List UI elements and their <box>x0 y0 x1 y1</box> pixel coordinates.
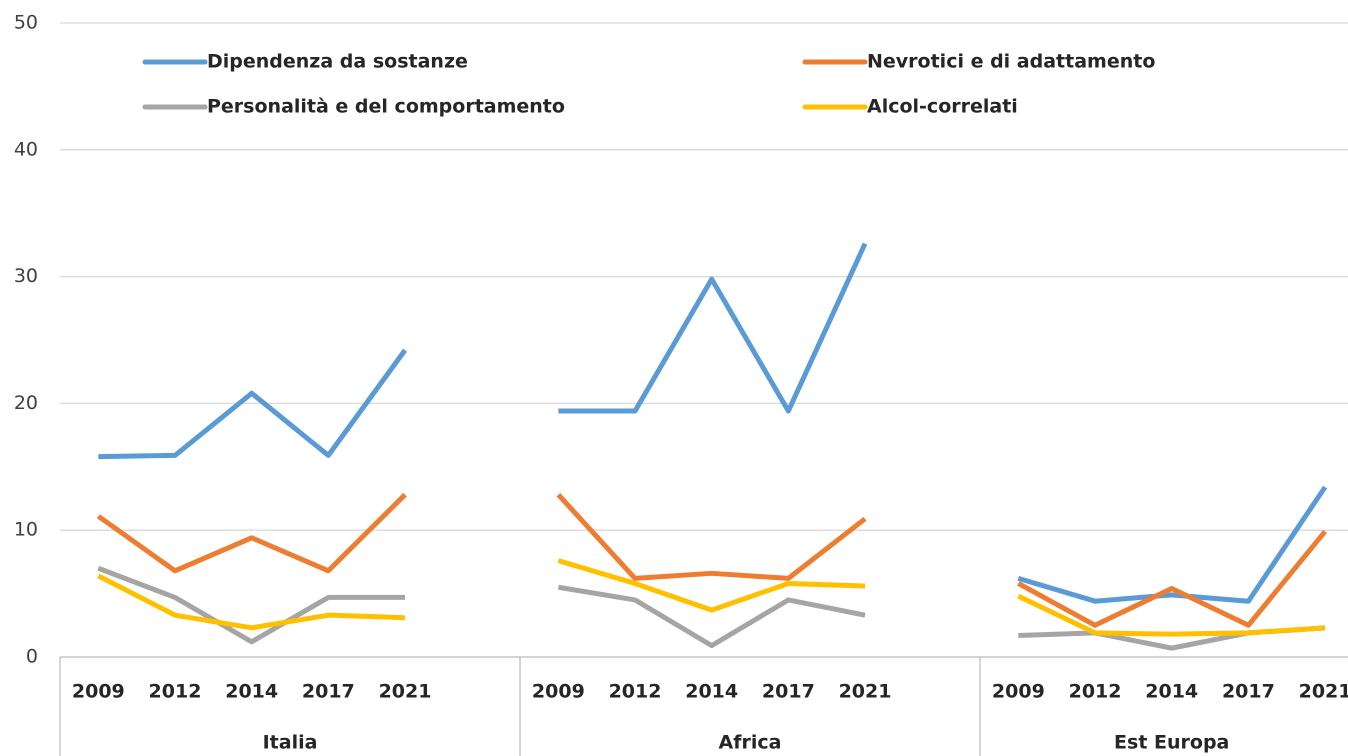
x-tick-label: 2012 <box>149 681 202 703</box>
x-tick-label: 2012 <box>609 681 662 703</box>
x-tick-label: 2014 <box>1145 681 1198 703</box>
y-tick-label: 30 <box>14 265 38 287</box>
y-tick-label: 40 <box>14 138 38 160</box>
group-label: Africa <box>719 732 782 754</box>
x-tick-label: 2017 <box>762 681 815 703</box>
group-label: Est Europa <box>1114 732 1229 754</box>
legend-label: Alcol-correlati <box>867 96 1018 118</box>
x-tick-label: 2017 <box>302 681 355 703</box>
legend-label: Dipendenza da sostanze <box>207 51 468 73</box>
legend-label: Nevrotici e di adattamento <box>867 51 1155 73</box>
x-tick-label: 2021 <box>1299 681 1348 703</box>
x-tick-label: 2017 <box>1222 681 1275 703</box>
y-tick-label: 0 <box>26 646 38 668</box>
series-line <box>97 558 1326 637</box>
x-tick-label: 2012 <box>1069 681 1122 703</box>
y-tick-label: 50 <box>14 12 38 34</box>
legend-label: Personalità e del comportamento <box>207 96 565 118</box>
x-tick-label: 2009 <box>992 681 1045 703</box>
series-line <box>98 242 1328 604</box>
y-tick-label: 20 <box>14 392 38 414</box>
x-tick-label: 2014 <box>225 681 278 703</box>
y-tick-label: 10 <box>14 519 38 541</box>
plot: 0 10 20 30 40 50 Italia Africa Est Europa 2009 201… <box>14 12 1348 756</box>
x-tick-label: 2009 <box>72 681 125 703</box>
x-tick-label: 2014 <box>685 681 738 703</box>
x-tick-label: 2021 <box>379 681 432 703</box>
series-line <box>96 492 1327 628</box>
group-label: Italia <box>263 732 318 754</box>
x-tick-label: 2009 <box>532 681 585 703</box>
x-tick-label: 2021 <box>839 681 892 703</box>
